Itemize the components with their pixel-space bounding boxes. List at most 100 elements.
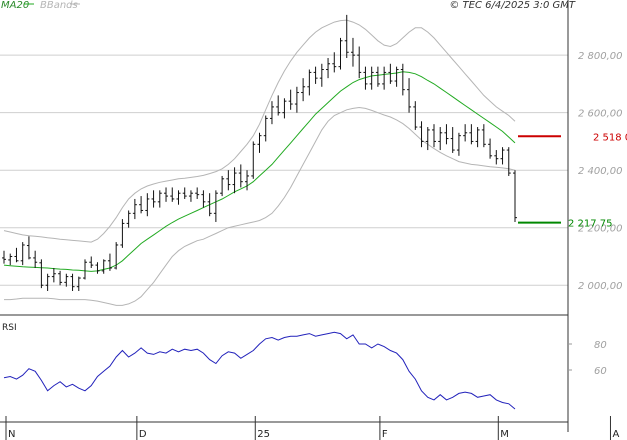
ohlc-bar — [276, 95, 281, 116]
ohlc-bar — [301, 78, 306, 102]
ohlc-bar — [51, 267, 56, 283]
rsi-line — [3, 331, 516, 410]
ohlc-bar — [307, 69, 312, 96]
ohlc-bar — [20, 242, 25, 266]
ohlc-bar — [245, 170, 250, 191]
price-y-tick-label: 2 200,00 — [578, 224, 623, 235]
ohlc-bar — [157, 190, 162, 208]
ohlc-bar — [494, 150, 499, 165]
ohlc-bar — [226, 170, 231, 191]
ohlc-bar — [201, 190, 206, 208]
ohlc-bar — [350, 37, 355, 67]
ohlc-bar — [101, 259, 106, 274]
ohlc-bar — [506, 147, 511, 176]
ohlc-bar — [444, 124, 449, 145]
ohlc-bar — [232, 167, 237, 194]
ohlc-bar — [39, 259, 44, 289]
ohlc-bar — [425, 127, 430, 151]
ohlc-bar — [294, 86, 299, 113]
rsi-y-tick-label: 60 — [594, 366, 607, 377]
ohlc-bar — [357, 46, 362, 79]
ohlc-bar — [139, 196, 144, 214]
x-tick-label: D — [139, 429, 147, 440]
rsi-panel: RSI 60 80 — [2, 323, 607, 410]
ohlc-bar — [83, 259, 88, 280]
ohlc-bar — [33, 250, 38, 268]
ohlc-bar — [488, 138, 493, 159]
x-tick-label: A — [612, 429, 619, 440]
ohlc-bar — [431, 124, 436, 148]
bbands-lower-line — [4, 106, 516, 306]
ohlc-bar — [170, 187, 175, 202]
ohlc-bar — [375, 66, 380, 87]
ohlc-bar — [176, 190, 181, 205]
x-axis: N D 25 F M A — [0, 416, 619, 440]
ohlc-bar — [89, 256, 94, 268]
ohlc-bar — [114, 242, 119, 270]
ohlc-bar — [450, 127, 455, 153]
ohlc-bar — [2, 250, 6, 264]
ohlc-bar — [463, 124, 468, 142]
ohlc-bar — [282, 98, 287, 119]
ohlc-bar — [382, 66, 387, 90]
ohlc-bar — [344, 14, 349, 59]
chart-timestamp: © TEC 6/4/2025 3:0 GMT — [449, 0, 576, 11]
legend-bbands: BBands — [40, 0, 78, 11]
ohlc-bar — [456, 132, 461, 156]
price-y-tick-label: 2 800,00 — [578, 51, 623, 62]
ohlc-bar — [326, 58, 331, 79]
ohlc-bar — [319, 63, 324, 87]
ohlc-bar — [26, 236, 31, 260]
ohlc-bar — [70, 273, 75, 291]
ohlc-bar — [269, 101, 274, 125]
ohlc-bar — [438, 127, 443, 151]
ohlc-bar — [207, 193, 212, 217]
ohlc-bar — [126, 210, 131, 228]
ohlc-bar — [388, 63, 393, 84]
support-label: 2 217 75 — [568, 219, 613, 230]
price-y-tick-label: 2 600,00 — [578, 109, 623, 120]
ohlc-bar — [145, 193, 150, 217]
ohlc-bar — [76, 276, 81, 291]
ohlc-bar — [182, 187, 187, 199]
ohlc-bar — [394, 66, 399, 87]
ohlc-bar — [95, 262, 100, 274]
rsi-y-tick-label: 80 — [594, 340, 607, 351]
ohlc-bar — [500, 147, 505, 165]
ohlc-bar — [363, 66, 368, 90]
ma20-line — [3, 71, 516, 272]
ohlc-bar — [195, 187, 200, 199]
ohlc-bar — [313, 66, 318, 84]
ohlc-bar — [513, 170, 517, 222]
ohlc-bar — [369, 66, 374, 90]
ohlc-bar — [475, 127, 480, 148]
ohlc-bar — [120, 219, 125, 248]
x-tick-label: F — [382, 429, 388, 440]
ohlc-bar — [263, 115, 268, 142]
ohlc-bar — [14, 247, 19, 263]
ohlc-bar — [164, 187, 169, 202]
ohlc-bar — [238, 164, 243, 188]
ohlc-bar — [151, 190, 156, 208]
ohlc-bar — [58, 270, 63, 286]
price-y-tick-label: 2 400,00 — [578, 166, 623, 177]
x-tick-label: 25 — [257, 429, 270, 440]
ohlc-bar — [481, 124, 486, 148]
ohlc-bar — [257, 132, 262, 153]
ohlc-bar — [64, 273, 69, 287]
ohlc-bar — [251, 141, 256, 179]
price-y-tick-label: 2 000,00 — [578, 281, 623, 292]
ohlc-bar — [188, 190, 193, 202]
ohlc-bar — [469, 124, 474, 145]
ohlc-bar — [220, 175, 225, 197]
ohlc-bar — [419, 121, 424, 148]
legend-ma20: MA20 — [1, 0, 29, 11]
rsi-title: RSI — [2, 323, 17, 333]
x-tick-label: N — [8, 429, 15, 440]
ohlc-bar — [400, 63, 405, 96]
ohlc-bar — [8, 253, 13, 266]
bbands-upper-line — [3, 19, 516, 243]
ohlc-bar — [107, 253, 112, 271]
